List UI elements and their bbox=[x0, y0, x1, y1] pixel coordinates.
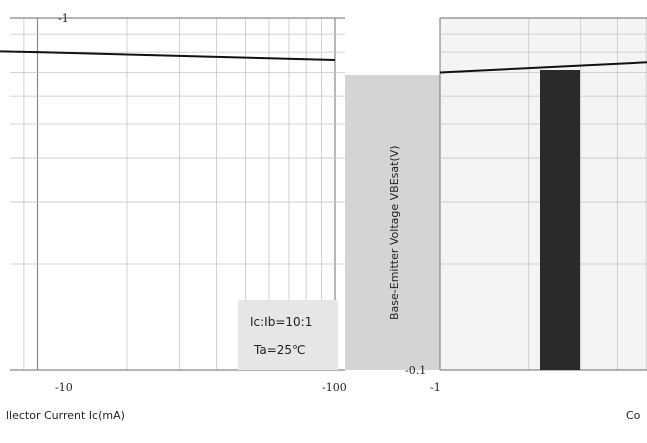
annotation-ratio: Ic:Ib=10:1 bbox=[250, 315, 312, 329]
right-y-axis-label: Base-Emitter Voltage VBEsat(V) bbox=[388, 145, 401, 320]
left-x-tick-100: -100 bbox=[322, 381, 347, 394]
right-plot: -0.1 -1 Co bbox=[405, 17, 647, 422]
right-x-tick-1: -1 bbox=[430, 381, 441, 394]
right-x-axis-label: Co bbox=[626, 409, 641, 422]
left-y-tick-top: -1 bbox=[58, 12, 69, 25]
left-x-axis-label: llector Current Ic(mA) bbox=[6, 409, 125, 422]
left-annotation-box bbox=[238, 300, 338, 370]
middle-band bbox=[345, 75, 440, 370]
right-y-tick-bottom: -0.1 bbox=[405, 364, 426, 377]
annotation-temp: Ta=25℃ bbox=[253, 343, 306, 357]
right-series-line bbox=[439, 61, 647, 74]
right-series-0 bbox=[439, 61, 647, 74]
left-plot: Ic:Ib=10:1 Ta=25℃ -1 -10 -100 llector Cu… bbox=[0, 12, 347, 422]
left-series-0 bbox=[0, 50, 336, 61]
left-x-tick-10: -10 bbox=[55, 381, 73, 394]
right-dark-band bbox=[540, 70, 580, 370]
left-series-line bbox=[0, 50, 336, 61]
